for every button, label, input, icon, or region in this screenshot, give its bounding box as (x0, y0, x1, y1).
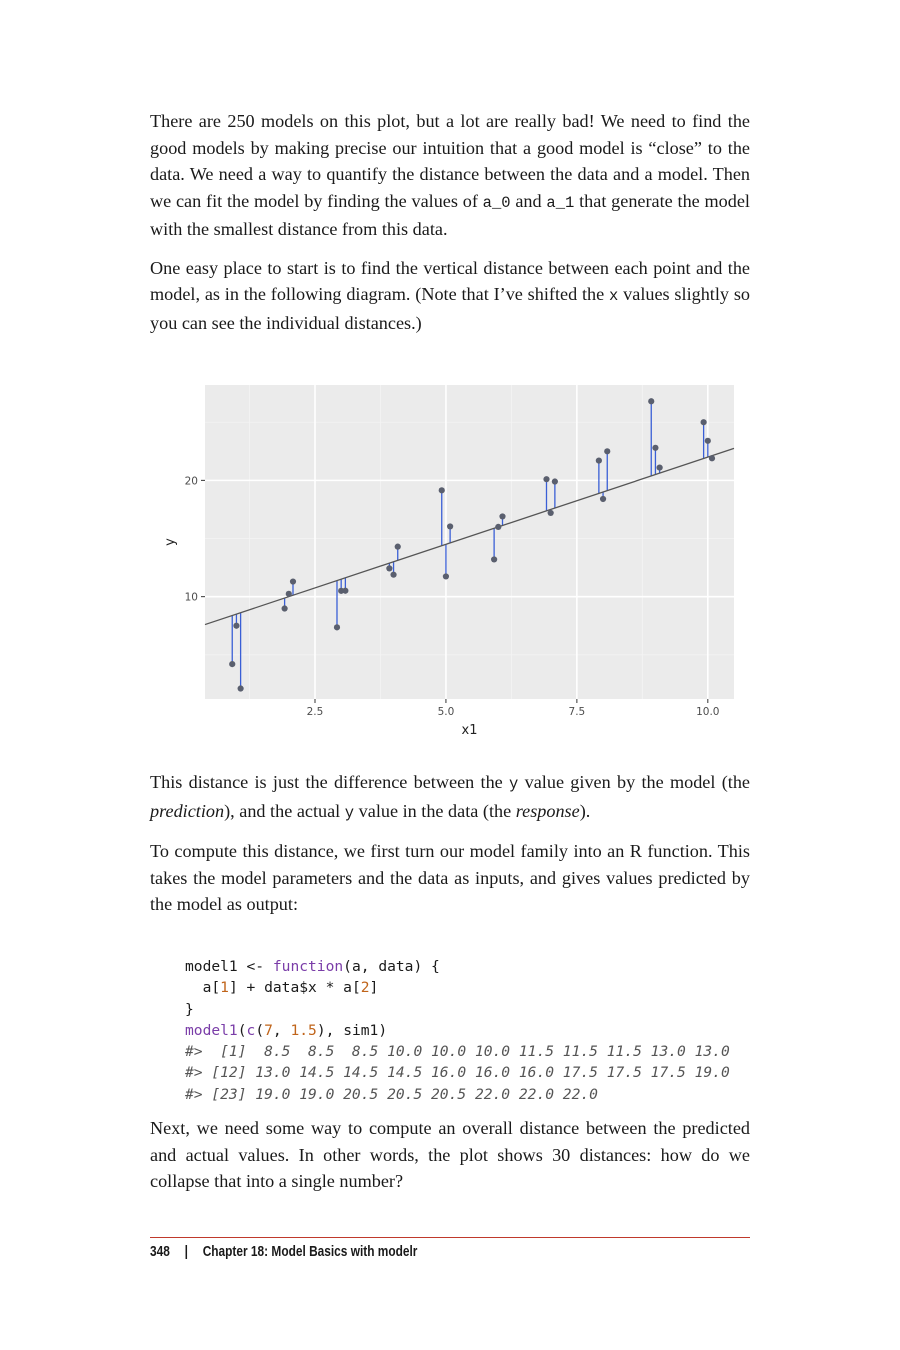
x-tick-label: 10.0 (696, 706, 719, 718)
data-point (595, 457, 602, 464)
data-point (333, 624, 341, 631)
x-axis-label: x1 (462, 723, 478, 738)
data-point (229, 661, 236, 668)
inline-code: a_0 (482, 193, 511, 212)
data-point (652, 444, 659, 451)
paragraph-1: There are 250 models on this plot, but a… (150, 111, 750, 239)
footer-separator: | (184, 1244, 188, 1260)
data-point (495, 523, 502, 530)
data-point (442, 573, 450, 580)
plot-panel (205, 385, 734, 699)
page-body: There are 250 models on this plot, but a… (150, 108, 750, 348)
data-point (551, 478, 558, 485)
residual-plot: 2.5 5.0 7.5 10.0 10 20 x1 y (160, 378, 750, 738)
data-point (281, 605, 288, 612)
data-point (394, 543, 401, 550)
paragraph-3: This distance is just the difference bet… (150, 772, 750, 822)
x-tick-label: 7.5 (569, 706, 586, 718)
inline-code: y (509, 775, 519, 793)
data-point (390, 571, 397, 578)
inline-code: x (609, 287, 619, 305)
emphasis: response (515, 800, 580, 821)
data-point (499, 513, 506, 520)
data-point (700, 419, 707, 426)
data-point (233, 622, 240, 629)
inline-code: a_1 (546, 193, 575, 212)
emphasis: prediction (150, 800, 225, 821)
paragraph-5: Next, we need some way to compute an ove… (150, 1118, 750, 1191)
page-footer: 348 | Chapter 18: Model Basics with modelr (150, 1244, 417, 1260)
page-body-end: Next, we need some way to compute an ove… (150, 1115, 750, 1207)
paragraph-4: To compute this distance, we first turn … (150, 841, 750, 914)
y-tick-label: 10 (185, 592, 198, 604)
data-point (704, 437, 711, 444)
plot-svg: 2.5 5.0 7.5 10.0 10 20 x1 y (163, 385, 735, 738)
data-point (648, 398, 655, 405)
code-output: #> [1] 8.5 8.5 8.5 10.0 10.0 10.0 11.5 1… (185, 1043, 730, 1061)
data-point (447, 523, 454, 530)
data-point (342, 587, 349, 594)
y-axis-label: y (163, 538, 178, 546)
data-point (289, 578, 297, 585)
code-output: #> [12] 13.0 14.5 14.5 14.5 16.0 16.0 16… (185, 1064, 730, 1082)
code-block: model1 <- function(a, data) { a[1] + dat… (185, 958, 730, 1103)
page-body-lower: This distance is just the difference bet… (150, 769, 750, 930)
footer-rule (150, 1237, 750, 1238)
data-point (656, 464, 663, 471)
data-point (547, 509, 554, 517)
data-point (386, 565, 393, 572)
paragraph-2: One easy place to start is to find the v… (150, 257, 750, 333)
x-tick-label: 5.0 (438, 706, 455, 718)
model-line (204, 447, 735, 626)
page-number: 348 (150, 1244, 170, 1260)
data-point (604, 448, 611, 455)
data-point (599, 495, 607, 503)
data-point (438, 487, 445, 494)
y-tick-label: 20 (185, 475, 198, 487)
data-point (237, 685, 244, 692)
inline-code: y (344, 803, 355, 822)
chapter-title: Chapter 18: Model Basics with modelr (202, 1244, 418, 1260)
data-point (708, 455, 716, 462)
code-output: #> [23] 19.0 19.0 20.5 20.5 20.5 22.0 22… (185, 1085, 598, 1103)
data-point (491, 556, 498, 563)
x-tick-label: 2.5 (307, 706, 324, 718)
data-point (543, 476, 550, 483)
data-point (285, 590, 292, 597)
